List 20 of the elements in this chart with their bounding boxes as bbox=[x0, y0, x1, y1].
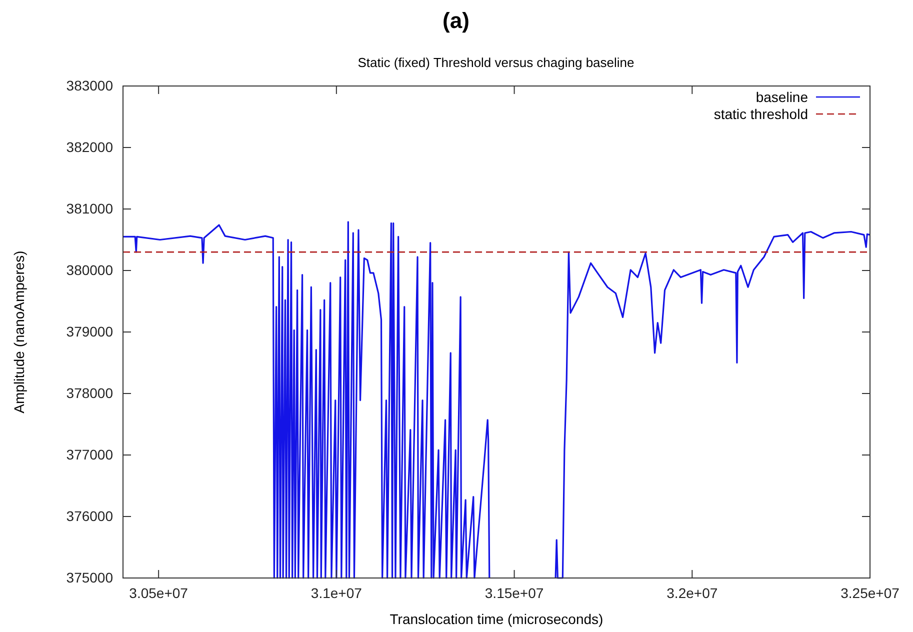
y-tick-label: 381000 bbox=[66, 200, 114, 216]
y-tick-label: 378000 bbox=[66, 384, 114, 401]
x-tick-label: 3.15e+07 bbox=[484, 584, 544, 601]
chart-title: (a) bbox=[442, 8, 470, 33]
x-tick-label: 3.1e+07 bbox=[310, 584, 362, 601]
y-tick-label: 379000 bbox=[66, 323, 114, 340]
y-axis-title: Amplitude (nanoAmperes) bbox=[11, 250, 27, 414]
x-tick-label: 3.05e+07 bbox=[129, 584, 188, 601]
y-tick-label: 376000 bbox=[66, 508, 114, 524]
y-tick-label: 377000 bbox=[66, 446, 114, 462]
legend-label: baseline bbox=[756, 89, 808, 105]
x-tick-label: 3.2e+07 bbox=[666, 584, 718, 601]
y-tick-label: 375000 bbox=[66, 569, 114, 586]
x-axis-title: Translocation time (microseconds) bbox=[390, 611, 604, 627]
chart-subtitle: Static (fixed) Threshold versus chaging baseline bbox=[358, 55, 634, 70]
y-tick-label: 380000 bbox=[66, 262, 114, 278]
legend-label: static threshold bbox=[714, 106, 808, 122]
y-tick-label: 382000 bbox=[66, 138, 114, 155]
x-tick-label: 3.25e+07 bbox=[840, 584, 900, 601]
y-tick-label: 383000 bbox=[66, 77, 114, 94]
